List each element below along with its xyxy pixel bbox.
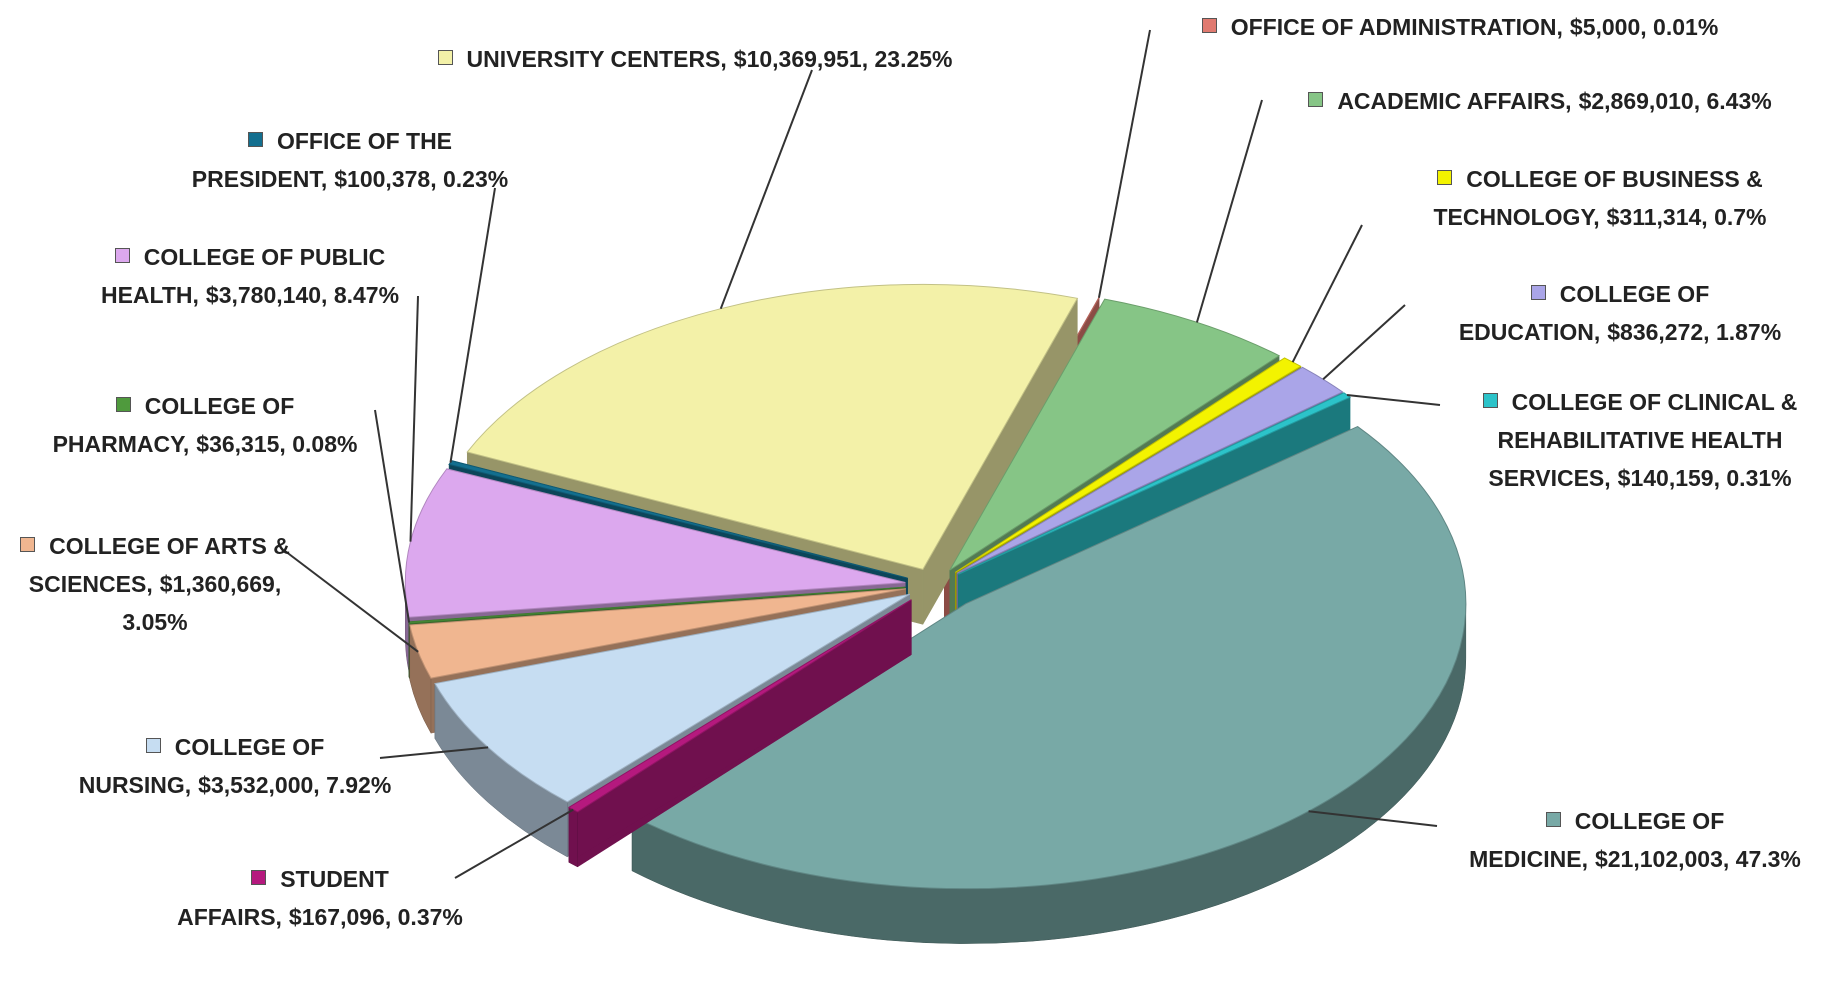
data-label: UNIVERSITY CENTERS, $10,369,951, 23.25% bbox=[380, 40, 1010, 78]
leader-line bbox=[1291, 224, 1363, 363]
legend-swatch bbox=[114, 248, 130, 263]
category-label: COLLEGE OF MEDICINE, bbox=[1469, 808, 1725, 872]
pie-slice bbox=[956, 366, 1344, 574]
pie-slice bbox=[949, 298, 1281, 571]
legend-swatch bbox=[20, 537, 36, 552]
data-label: COLLEGE OF PHARMACY, $36,315, 0.08% bbox=[10, 387, 400, 463]
legend-swatch bbox=[1437, 170, 1453, 185]
leader-line bbox=[1322, 304, 1406, 381]
legend-swatch bbox=[247, 132, 263, 147]
leader-line bbox=[449, 187, 496, 463]
category-label: UNIVERSITY CENTERS, bbox=[466, 46, 727, 72]
category-label: COLLEGE OF PUBLIC HEALTH, bbox=[100, 244, 386, 308]
data-label: OFFICE OF THE PRESIDENT, $100,378, 0.23% bbox=[150, 122, 550, 198]
legend-swatch bbox=[1308, 92, 1324, 107]
pie-slice bbox=[466, 283, 1079, 570]
value-label: $167,096, 0.37% bbox=[288, 904, 463, 930]
data-label: COLLEGE OF BUSINESS & TECHNOLOGY, $311,31… bbox=[1390, 160, 1810, 236]
leader-line bbox=[719, 69, 813, 310]
category-label: OFFICE OF ADMINISTRATION, bbox=[1230, 14, 1563, 40]
legend-swatch bbox=[437, 50, 453, 65]
value-label: $100,378, 0.23% bbox=[334, 166, 509, 192]
category-label: COLLEGE OF PHARMACY, bbox=[52, 393, 295, 457]
pie-slice bbox=[631, 426, 1467, 890]
data-label: OFFICE OF ADMINISTRATION, $5,000, 0.01% bbox=[1110, 8, 1810, 46]
category-label: COLLEGE OF BUSINESS & TECHNOLOGY, bbox=[1433, 166, 1763, 230]
data-label: ACADEMIC AFFAIRS, $2,869,010, 6.43% bbox=[1270, 82, 1810, 120]
leader-line bbox=[1195, 99, 1263, 323]
value-label: $10,369,951, 23.25% bbox=[733, 46, 953, 72]
data-label: COLLEGE OF MEDICINE, $21,102,003, 47.3% bbox=[1460, 802, 1810, 878]
value-label: $5,000, 0.01% bbox=[1569, 14, 1719, 40]
data-label: STUDENT AFFAIRS, $167,096, 0.37% bbox=[160, 860, 480, 936]
category-label: ACADEMIC AFFAIRS, bbox=[1337, 88, 1572, 114]
data-label: COLLEGE OF ARTS & SCIENCES, $1,360,669, 3… bbox=[10, 527, 300, 641]
value-label: $36,315, 0.08% bbox=[196, 431, 358, 457]
leader-line bbox=[454, 808, 574, 879]
value-label: $140,159, 0.31% bbox=[1617, 465, 1792, 491]
leader-line bbox=[1308, 810, 1438, 827]
leader-line bbox=[1097, 29, 1151, 298]
data-label: COLLEGE OF CLINICAL & REHABILITATIVE HEA… bbox=[1450, 383, 1830, 497]
category-label: COLLEGE OF CLINICAL & REHABILITATIVE HEA… bbox=[1488, 389, 1798, 491]
legend-swatch bbox=[251, 870, 267, 885]
legend-swatch bbox=[1545, 812, 1561, 827]
value-label: $3,532,000, 7.92% bbox=[198, 772, 392, 798]
value-label: $311,314, 0.7% bbox=[1606, 204, 1767, 230]
legend-swatch bbox=[115, 397, 131, 412]
value-label: $1,360,669, 3.05% bbox=[122, 571, 282, 635]
data-label: COLLEGE OF PUBLIC HEALTH, $3,780,140, 8.4… bbox=[60, 238, 440, 314]
category-label: COLLEGE OF NURSING, bbox=[78, 734, 325, 798]
leader-line bbox=[374, 409, 411, 623]
pie-slice bbox=[434, 593, 910, 803]
data-label: COLLEGE OF NURSING, $3,532,000, 7.92% bbox=[50, 728, 420, 804]
leader-line bbox=[409, 295, 419, 542]
category-label: STUDENT AFFAIRS, bbox=[177, 866, 389, 930]
value-label: $21,102,003, 47.3% bbox=[1594, 846, 1801, 872]
legend-swatch bbox=[1482, 393, 1498, 408]
category-label: COLLEGE OF EDUCATION, bbox=[1458, 281, 1710, 345]
legend-swatch bbox=[145, 738, 161, 753]
value-label: $2,869,010, 6.43% bbox=[1578, 88, 1772, 114]
leader-line bbox=[379, 746, 489, 759]
value-label: $836,272, 1.87% bbox=[1607, 319, 1782, 345]
leader-line bbox=[284, 550, 419, 653]
value-label: $3,780,140, 8.47% bbox=[205, 282, 400, 308]
leader-line bbox=[1346, 393, 1441, 406]
data-label: COLLEGE OF EDUCATION, $836,272, 1.87% bbox=[1420, 275, 1820, 351]
slice-outer-wall bbox=[568, 806, 578, 868]
legend-swatch bbox=[1530, 285, 1546, 300]
category-label: OFFICE OF THE PRESIDENT, bbox=[191, 128, 453, 192]
legend-swatch bbox=[1201, 18, 1217, 33]
category-label: COLLEGE OF ARTS & SCIENCES, bbox=[28, 533, 290, 597]
